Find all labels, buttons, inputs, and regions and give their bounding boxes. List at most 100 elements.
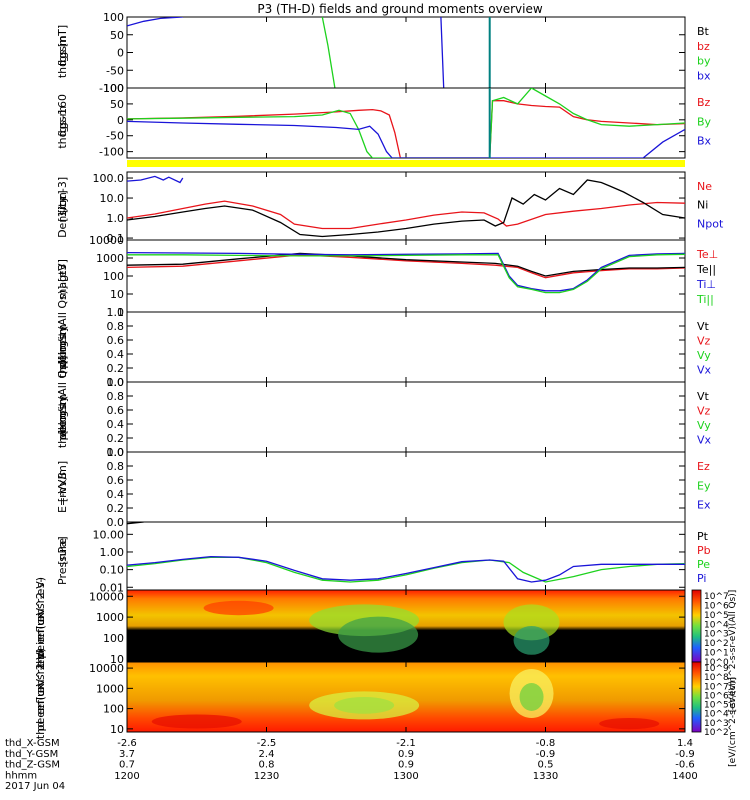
legend-pt: Pt xyxy=(697,530,709,543)
y-axis-label-line: sr-eV) xyxy=(34,577,47,609)
x-row-value: 0.8 xyxy=(259,760,275,771)
y-tick-label: 10 xyxy=(110,288,124,301)
y-tick-label: 0.8 xyxy=(107,320,125,333)
y-tick-label: 10.00 xyxy=(93,528,125,541)
legend-ex: Ex xyxy=(697,499,711,512)
legend-by: By xyxy=(697,115,712,128)
y-tick-label: 1.0 xyxy=(107,376,125,389)
series-group xyxy=(127,522,685,583)
y-tick-label: 1000 xyxy=(96,252,124,265)
x-row-value: -0.6 xyxy=(675,760,695,771)
colorbar-tick-label: 10^7 xyxy=(704,682,729,692)
y-tick-label: 0.8 xyxy=(107,390,125,403)
y-axis-label-line: thd xyxy=(34,721,47,739)
y-axis-label-line: en xyxy=(34,630,47,644)
x-row-label: 2017 Jun 04 xyxy=(5,781,65,792)
y-tick-label: 0.2 xyxy=(107,432,125,445)
legend-vy: Vy xyxy=(697,349,711,362)
legend-ne: Ne xyxy=(697,180,712,193)
series-pi xyxy=(127,555,685,583)
y-axis-label-line: fgs xyxy=(56,120,69,137)
colorbar-tick-label: 10^6 xyxy=(704,601,729,611)
y-tick-label: 100.0 xyxy=(93,172,125,185)
y-axis-label-line: -160 xyxy=(56,94,69,119)
colorbar-tick-label: 10^9 xyxy=(704,664,729,674)
y-tick-label: 1.0 xyxy=(107,212,125,225)
y-tick-label: -50 xyxy=(106,130,124,143)
legend-npot: Npot xyxy=(697,217,724,230)
colorbar-tick-label: 10^8 xyxy=(704,673,729,683)
y-axis-label-line: peer xyxy=(34,706,47,732)
y-tick-label: -100 xyxy=(99,146,124,159)
y-axis-label: magt3[eV] xyxy=(56,259,69,299)
y-axis-label-line: [nT] xyxy=(56,25,69,47)
y-tick-label: 100 xyxy=(103,270,124,283)
legend-ti--: Ti|| xyxy=(696,293,714,306)
y-axis-label-line: thd xyxy=(56,130,69,148)
series-pe xyxy=(127,556,685,583)
y-axis-label: E=-VxB[mV/m] xyxy=(56,461,69,513)
y-axis-label-line: gsm xyxy=(56,394,69,417)
y-tick-label: 0.6 xyxy=(107,474,125,487)
x-row-value: 0.7 xyxy=(119,760,135,771)
series-ni xyxy=(127,179,685,238)
series-te- xyxy=(127,254,685,279)
legend-bx: Bx xyxy=(697,135,712,148)
x-row-value: 1.4 xyxy=(677,738,693,749)
y-tick-label: 0.0 xyxy=(107,446,125,459)
legend-vt: Vt xyxy=(697,320,710,333)
legend-vy: Vy xyxy=(697,419,711,432)
panel-frame xyxy=(126,381,686,453)
x-tick-label-hhmm: 1300 xyxy=(393,771,418,782)
legend-ez: Ez xyxy=(697,460,710,473)
legend-ey: Ey xyxy=(697,479,711,492)
x-row-value: -0.9 xyxy=(675,749,695,760)
y-axis-label-line: eflux xyxy=(34,612,47,640)
spectrogram-region xyxy=(203,600,274,616)
y-tick-label: 0 xyxy=(117,114,124,127)
y-tick-label: 50 xyxy=(110,29,124,42)
series-ti-- xyxy=(127,253,685,294)
panel-frame xyxy=(126,451,686,523)
y-axis-label-line: peir xyxy=(34,637,47,659)
legend-bt: Bt xyxy=(697,25,710,38)
y-axis-label-line: gsm xyxy=(56,324,69,347)
y-axis-label-line: thd xyxy=(34,650,47,668)
y-axis-label-line: gsm xyxy=(56,106,69,129)
spectrogram-region xyxy=(338,616,419,653)
y-axis-label-line: (cm^2-s- xyxy=(34,650,47,701)
spectrogram-2 xyxy=(127,662,685,732)
y-axis-label-line: E=-VxB xyxy=(56,472,69,513)
series-by xyxy=(321,17,336,88)
x-tick-label-hhmm: 1330 xyxy=(533,771,558,782)
spectrogram-1 xyxy=(127,590,685,662)
x-row-value: -2.5 xyxy=(257,738,277,749)
series-bx xyxy=(127,17,183,27)
y-axis-label-line: en xyxy=(34,701,47,715)
legend-bz: Bz xyxy=(697,96,711,109)
spectrogram-region xyxy=(513,626,550,655)
y-axis-label-line: peir xyxy=(56,347,69,369)
series-bx xyxy=(127,120,685,158)
series-bz xyxy=(127,100,685,158)
y-tick-label: 1.0 xyxy=(107,446,125,459)
y-axis-label-line: thd xyxy=(56,60,69,78)
colorbar-tick-label: 10^2 xyxy=(704,639,729,649)
legend-pe: Pe xyxy=(697,558,710,571)
y-tick-label: 0.4 xyxy=(107,418,125,431)
y-tick-label: 0.0 xyxy=(107,516,125,529)
legend-vz: Vz xyxy=(697,335,711,348)
y-tick-label: -100 xyxy=(99,82,124,95)
panel-6: 1.00.80.60.40.20.0thdpeervelocitygsm[km/… xyxy=(56,356,712,459)
y-axis-label-line: [mV/m] xyxy=(56,461,69,502)
y-axis-label-line: fgs xyxy=(56,49,69,66)
colorbar-1 xyxy=(691,589,702,663)
y-axis-label-line: eV xyxy=(34,607,47,622)
legend-pi: Pi xyxy=(697,572,706,585)
y-tick-label: 10.0 xyxy=(100,192,125,205)
x-row-value: 2.4 xyxy=(259,749,275,760)
